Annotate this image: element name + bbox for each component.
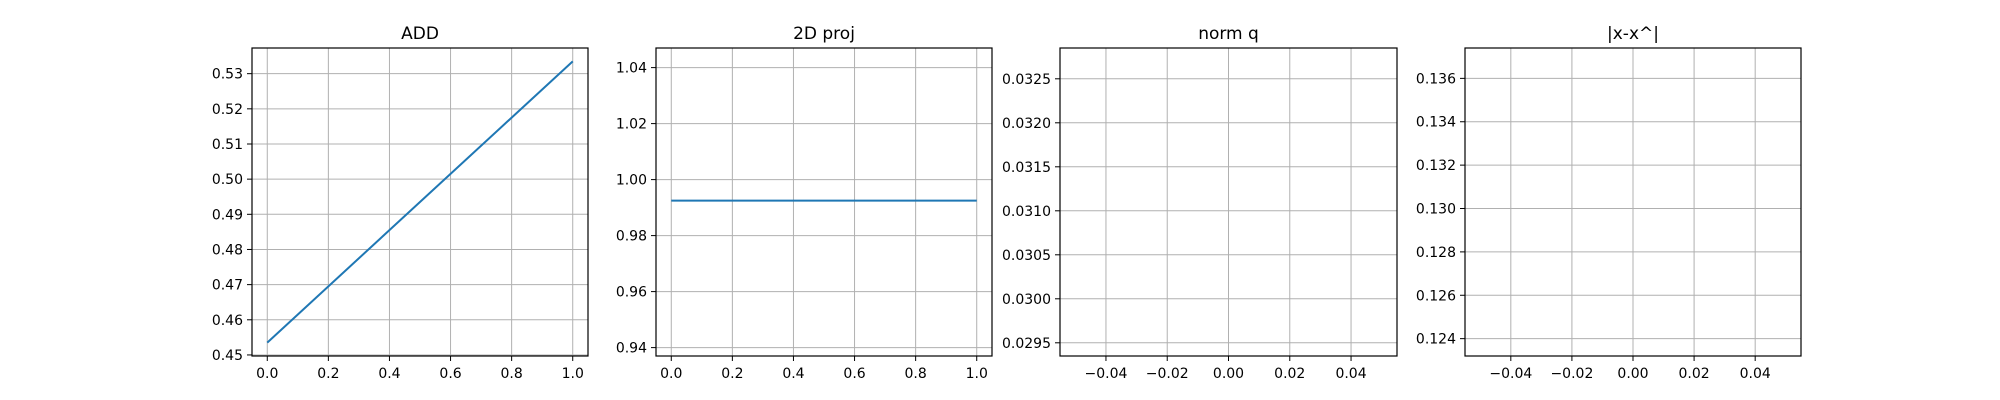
- series-line: [266, 60, 574, 344]
- y-tick-label: 0.98: [616, 229, 647, 245]
- chart-title: 2D proj: [793, 24, 855, 44]
- x-tick-label: 0.04: [1740, 366, 1771, 382]
- x-tick-label: 0.02: [1274, 366, 1305, 382]
- x-tick-label: −0.02: [1550, 366, 1593, 382]
- x-tick-label: 0.0: [256, 366, 278, 382]
- x-tick-label: 0.0: [660, 366, 682, 382]
- plot-frame: [1464, 47, 1802, 357]
- chart-title: |x-x^|: [1607, 24, 1659, 44]
- y-tick-label: 0.47: [212, 278, 243, 294]
- x-tick-label: −0.04: [1489, 366, 1532, 382]
- y-tick-label: 0.134: [1416, 115, 1456, 131]
- y-tick-label: 0.53: [212, 67, 243, 83]
- y-tick-label: 0.136: [1416, 71, 1456, 87]
- y-tick-label: 0.126: [1416, 288, 1456, 304]
- y-tick-label: 0.49: [212, 207, 243, 223]
- x-tick-label: 0.2: [317, 366, 339, 382]
- y-tick-label: 0.45: [212, 348, 243, 364]
- y-tick-label: 1.00: [616, 173, 647, 189]
- y-tick-label: 0.0325: [1002, 72, 1051, 88]
- x-tick-label: −0.02: [1146, 366, 1189, 382]
- x-tick-label: 0.2: [721, 366, 743, 382]
- x-tick-label: 0.00: [1617, 366, 1648, 382]
- x-tick-label: 0.6: [439, 366, 461, 382]
- y-tick-label: 0.46: [212, 313, 243, 329]
- x-tick-label: 0.4: [782, 366, 804, 382]
- y-tick-label: 0.0305: [1002, 248, 1051, 264]
- y-tick-label: 0.96: [616, 285, 647, 301]
- x-tick-label: 0.4: [378, 366, 400, 382]
- x-tick-label: 0.8: [501, 366, 523, 382]
- y-tick-label: 0.132: [1416, 158, 1456, 174]
- y-tick-label: 0.0300: [1002, 292, 1051, 308]
- y-tick-label: 0.0295: [1002, 336, 1051, 352]
- y-tick-label: 0.94: [616, 341, 647, 357]
- chart-panel-1: 0.0 0.2 0.4 0.6 0.8 1.0 0.45 0.46 0.47 0.48 0.49 0.…: [212, 24, 589, 382]
- chart-title: ADD: [401, 24, 439, 44]
- x-tick-label: 1.0: [562, 366, 584, 382]
- y-tick-label: 0.0310: [1002, 204, 1051, 220]
- y-tick-label: 0.130: [1416, 202, 1456, 218]
- y-tick-label: 0.128: [1416, 245, 1456, 261]
- y-tick-label: 0.51: [212, 137, 243, 153]
- plot-frame: [655, 47, 993, 357]
- y-tick-label: 0.50: [212, 172, 243, 188]
- chart-panel-2: 0.0 0.2 0.4 0.6 0.8 1.0 0.94 0.96 0.98 1.00 1.02 1.…: [616, 24, 993, 382]
- y-tick-label: 0.48: [212, 242, 243, 258]
- chart-title: norm q: [1198, 24, 1259, 44]
- y-tick-label: 0.0315: [1002, 160, 1051, 176]
- x-tick-label: 0.04: [1335, 366, 1366, 382]
- y-tick-label: 0.52: [212, 102, 243, 118]
- y-tick-label: 0.0320: [1002, 116, 1051, 132]
- x-tick-label: 0.6: [843, 366, 865, 382]
- plot-frame: [1059, 47, 1398, 357]
- x-tick-label: 0.00: [1213, 366, 1244, 382]
- plot-frame: [251, 47, 589, 357]
- y-tick-label: 1.02: [616, 117, 647, 133]
- chart-panel-4: −0.04 −0.02 0.00 0.02 0.04 0.124 0.126 0.128 0.1…: [1416, 24, 1802, 382]
- x-tick-label: 0.8: [905, 366, 927, 382]
- x-tick-label: 1.0: [966, 366, 988, 382]
- y-tick-label: 1.04: [616, 61, 647, 77]
- y-tick-label: 0.124: [1416, 332, 1456, 348]
- x-tick-label: −0.04: [1085, 366, 1128, 382]
- x-tick-label: 0.02: [1679, 366, 1710, 382]
- chart-panel-3: −0.04 −0.02 0.00 0.02 0.04 0.0295 0.0300 0.0305…: [1002, 24, 1398, 382]
